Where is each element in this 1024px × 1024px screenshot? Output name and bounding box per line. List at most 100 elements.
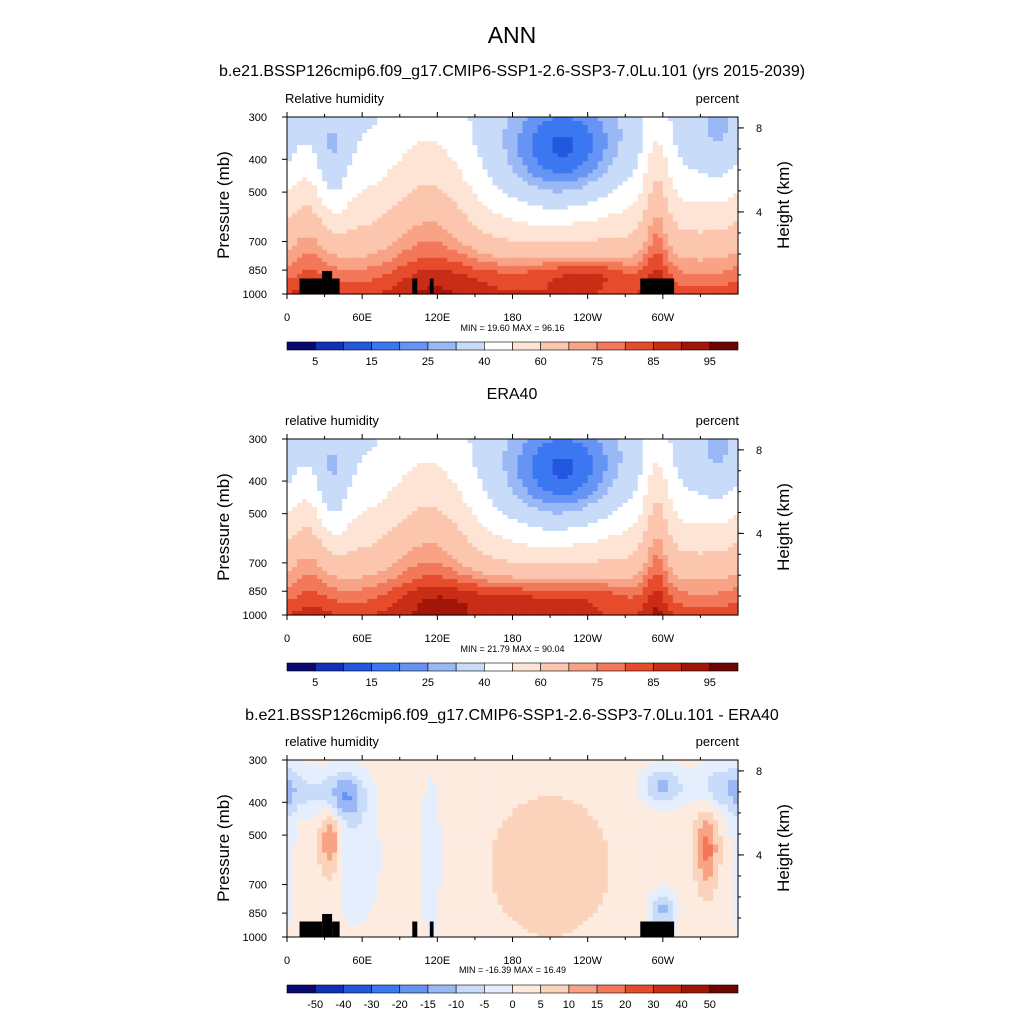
y2-tick-label: 4 [756, 207, 762, 219]
panel-2-colorbar [286, 662, 739, 672]
y-tick-label: 1000 [243, 289, 267, 301]
panel-3-filled-contours [287, 760, 739, 938]
y2-tick-label: 8 [756, 123, 762, 135]
panel-1-terrain-mask [412, 278, 418, 294]
x-tick-label: 0 [284, 633, 290, 645]
colorbar-swatch [681, 984, 711, 994]
x-tick-label: 120E [424, 312, 450, 324]
x-tick-label: 120E [424, 955, 450, 967]
y-tick-label: 400 [249, 154, 267, 166]
x-tick-label: 60E [352, 955, 372, 967]
panel-3-variable-label: relative humidity [285, 734, 379, 749]
colorbar-label: -20 [392, 999, 408, 1011]
colorbar-label: -30 [364, 999, 380, 1011]
panel-2-filled-contours [287, 439, 739, 616]
colorbar-swatch [371, 984, 401, 994]
panel-1-terrain-mask [429, 278, 434, 294]
colorbar-label: 85 [647, 356, 659, 368]
panel-1-colorbar [286, 341, 739, 351]
y-tick-label: 500 [249, 187, 267, 199]
panel-2-units-label: percent [695, 413, 739, 428]
panel-1-terrain-mask [332, 278, 340, 294]
panel-1-terrain-mask [640, 278, 675, 294]
y-tick-label: 1000 [243, 932, 267, 944]
colorbar-label: 20 [619, 999, 631, 1011]
colorbar-swatch [540, 984, 570, 994]
y-tick-label: 300 [249, 755, 267, 767]
colorbar-label: 5 [538, 999, 544, 1011]
colorbar-label: -50 [307, 999, 323, 1011]
y-tick-label: 850 [249, 586, 267, 598]
panel-3-terrain-mask [412, 921, 418, 937]
colorbar-label: 0 [509, 999, 515, 1011]
colorbar-label: 5 [312, 356, 318, 368]
x-tick-label: 0 [284, 312, 290, 324]
colorbar-swatch [709, 341, 739, 351]
panel-1-title: b.e21.BSSP126cmip6.f09_g17.CMIP6-SSP1-2.… [218, 63, 806, 80]
y2-tick-label: 4 [756, 528, 762, 540]
panel-2-min-max: MIN = 21.79 MAX = 90.04 [460, 644, 565, 654]
colorbar-label: 95 [704, 356, 716, 368]
colorbar-label: 40 [478, 677, 490, 689]
colorbar-label: 95 [704, 677, 716, 689]
y-tick-label: 400 [249, 797, 267, 809]
x-tick-label: 120W [573, 312, 602, 324]
x-tick-label: 120W [573, 955, 602, 967]
panel-3-terrain-mask [640, 921, 675, 937]
colorbar-label: 50 [704, 999, 716, 1011]
colorbar-swatch [653, 984, 682, 994]
x-tick-label: 180 [503, 633, 521, 645]
panel-1-terrain-mask [299, 278, 323, 294]
colorbar-swatch [709, 984, 739, 994]
panel-3-terrain-mask [299, 921, 323, 937]
colorbar-label: 75 [591, 356, 603, 368]
panel-3-title: b.e21.BSSP126cmip6.f09_g17.CMIP6-SSP1-2.… [245, 707, 779, 724]
x-tick-label: 180 [503, 312, 521, 324]
colorbar-swatch [286, 984, 316, 994]
colorbar-label: 60 [535, 677, 547, 689]
colorbar-label: 30 [647, 999, 659, 1011]
y-tick-label: 500 [249, 830, 267, 842]
panel-3-colorbar [286, 984, 739, 994]
x-tick-label: 60E [352, 312, 372, 324]
colorbar-label: -15 [420, 999, 436, 1011]
panel-3-terrain-mask [322, 913, 333, 937]
colorbar-label: 15 [365, 356, 377, 368]
colorbar-label: 10 [563, 999, 575, 1011]
panel-3-units-label: percent [695, 734, 739, 749]
panel-1-min-max: MIN = 19.60 MAX = 96.16 [460, 323, 565, 333]
y-tick-label: 300 [249, 434, 267, 446]
colorbar-label: 85 [647, 677, 659, 689]
panel-1-terrain-mask [322, 270, 333, 294]
colorbar-swatch [568, 984, 598, 994]
colorbar-label: -5 [479, 999, 489, 1011]
y2-tick-label: 8 [756, 766, 762, 778]
y2-tick-label: 8 [756, 445, 762, 457]
x-tick-label: 60W [652, 312, 675, 324]
y-tick-label: 1000 [243, 610, 267, 622]
panel-1-units-label: percent [695, 91, 739, 106]
colorbar-swatch [709, 662, 739, 672]
colorbar-swatch [455, 984, 485, 994]
colorbar-label: 75 [591, 677, 603, 689]
y-tick-label: 300 [249, 112, 267, 124]
y-tick-label: 700 [249, 558, 267, 570]
panel-3-terrain-mask [332, 921, 340, 937]
y-tick-label: 850 [249, 265, 267, 277]
panel-2-variable-label: relative humidity [285, 413, 379, 428]
colorbar-label: 60 [535, 356, 547, 368]
colorbar-swatch [624, 984, 654, 994]
panel-3-terrain-mask [429, 921, 434, 937]
panel-1-variable-label: Relative humidity [285, 91, 384, 106]
y-tick-label: 850 [249, 908, 267, 920]
y-tick-label: 400 [249, 476, 267, 488]
colorbar-label: 15 [365, 677, 377, 689]
y-tick-label: 500 [249, 509, 267, 521]
colorbar-label: 15 [591, 999, 603, 1011]
x-tick-label: 60W [652, 633, 675, 645]
x-tick-label: 120W [573, 633, 602, 645]
colorbar-label: 40 [676, 999, 688, 1011]
